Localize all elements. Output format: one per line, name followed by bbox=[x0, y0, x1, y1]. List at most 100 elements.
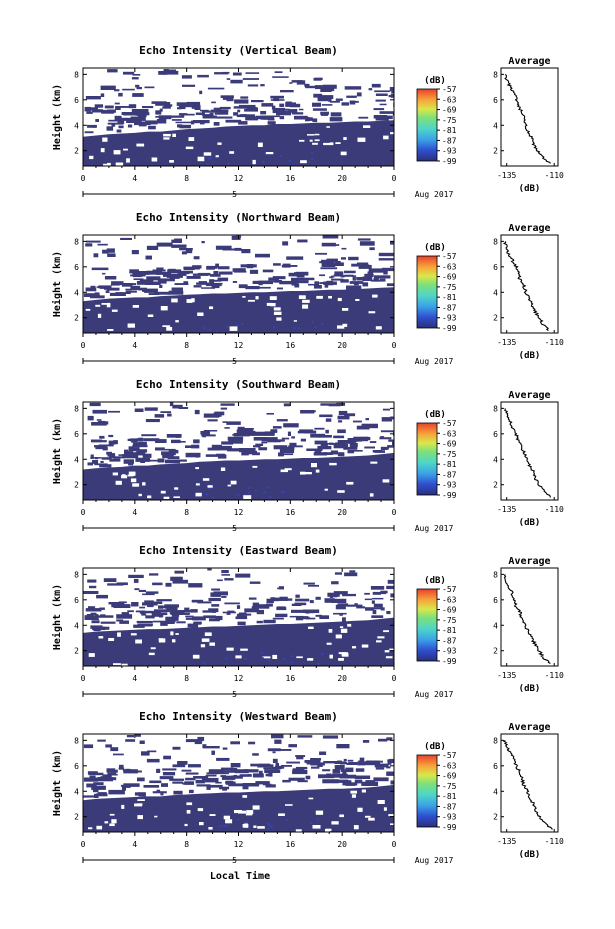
echo-patch bbox=[98, 636, 104, 639]
echo-patch bbox=[216, 453, 225, 456]
y-tick-label: 8 bbox=[74, 70, 79, 79]
echo-speckle bbox=[212, 496, 215, 499]
echo-patch bbox=[214, 772, 229, 775]
echo-patch bbox=[207, 419, 218, 422]
panel-1: Echo Intensity (Northward Beam) 8 6 4 2 Heigh… bbox=[51, 211, 564, 366]
echo-speckle bbox=[225, 657, 228, 660]
echo-patch bbox=[136, 143, 145, 147]
x-tick-label: 4 bbox=[132, 840, 137, 849]
echo-patch bbox=[224, 602, 240, 605]
echo-patch bbox=[337, 452, 345, 457]
echo-patch bbox=[239, 612, 247, 616]
average-y-tick-label: 2 bbox=[493, 813, 498, 822]
echo-speckle bbox=[310, 822, 313, 824]
echo-patch bbox=[197, 601, 212, 604]
colorbar bbox=[416, 422, 438, 496]
echo-patch bbox=[320, 267, 338, 270]
colorbar-tick-label: -93 bbox=[442, 647, 457, 656]
echo-patch bbox=[326, 773, 332, 777]
y-axis-label: Height (km) bbox=[51, 251, 63, 317]
echo-patch bbox=[219, 111, 229, 115]
echo-patch bbox=[89, 775, 96, 780]
echo-patch bbox=[158, 605, 163, 609]
echo-patch bbox=[154, 291, 170, 295]
echo-patch bbox=[317, 445, 332, 450]
date-day-label: 5 bbox=[232, 524, 237, 533]
echo-patch bbox=[324, 488, 328, 491]
echo-patch bbox=[135, 639, 142, 644]
echo-patch bbox=[200, 121, 205, 125]
echo-patch bbox=[234, 247, 242, 251]
echo-patch bbox=[390, 780, 394, 785]
echo-patch bbox=[372, 597, 384, 600]
echo-patch bbox=[371, 615, 384, 618]
echo-speckle bbox=[268, 659, 271, 662]
x-tick-label: 0 bbox=[81, 341, 86, 350]
date-day-label: 5 bbox=[232, 190, 237, 199]
echo-patch bbox=[84, 106, 91, 112]
echo-patch bbox=[158, 278, 175, 282]
echo-patch bbox=[320, 88, 332, 92]
echo-patch bbox=[319, 274, 325, 277]
echo-patch bbox=[348, 762, 357, 765]
echo-patch bbox=[138, 792, 146, 797]
echo-patch bbox=[282, 241, 289, 246]
echo-patch bbox=[207, 447, 221, 451]
echo-patch bbox=[282, 265, 298, 267]
echo-patch bbox=[132, 112, 150, 116]
echo-patch bbox=[175, 121, 192, 124]
echo-patch bbox=[209, 306, 214, 310]
echo-patch bbox=[335, 98, 343, 101]
echo-patch bbox=[252, 452, 260, 456]
echo-patch bbox=[331, 598, 347, 603]
echo-patch bbox=[274, 280, 282, 283]
echo-speckle bbox=[206, 163, 209, 165]
average-title: Average bbox=[508, 390, 550, 401]
echo-patch bbox=[270, 429, 278, 433]
echo-patch bbox=[335, 142, 341, 144]
echo-patch bbox=[154, 414, 165, 418]
echo-patch bbox=[96, 825, 103, 830]
echo-patch bbox=[210, 279, 222, 282]
average-title: Average bbox=[508, 223, 550, 234]
echo-patch bbox=[386, 737, 393, 741]
echo-patch bbox=[121, 804, 125, 809]
echo-patch bbox=[262, 783, 272, 786]
echo-patch bbox=[252, 159, 256, 165]
echo-patch bbox=[115, 480, 122, 485]
echo-patch bbox=[209, 642, 215, 646]
echo-patch bbox=[257, 763, 271, 768]
echo-patch bbox=[271, 105, 276, 110]
echo-patch bbox=[127, 438, 140, 441]
echo-patch bbox=[252, 753, 259, 756]
echo-patch bbox=[238, 121, 248, 125]
echo-patch bbox=[264, 431, 275, 436]
echo-patch bbox=[215, 155, 219, 158]
echo-patch bbox=[136, 620, 153, 624]
average-y-tick-label: 8 bbox=[493, 237, 498, 246]
echo-patch bbox=[121, 663, 128, 666]
x-tick-label: 8 bbox=[184, 840, 189, 849]
echo-patch bbox=[329, 654, 333, 659]
echo-patch bbox=[133, 624, 145, 628]
echo-patch bbox=[340, 628, 348, 633]
echo-patch bbox=[337, 415, 350, 420]
echo-patch bbox=[302, 299, 310, 303]
echo-patch bbox=[390, 241, 394, 245]
echo-patch bbox=[260, 84, 265, 87]
echo-speckle bbox=[237, 818, 240, 821]
echo-patch bbox=[246, 106, 257, 110]
echo-patch bbox=[389, 416, 394, 420]
colorbar-unit: (dB) bbox=[424, 742, 446, 752]
colorbar-tick-label: -57 bbox=[442, 751, 457, 760]
echo-patch bbox=[222, 97, 230, 100]
echo-patch bbox=[380, 430, 394, 433]
echo-patch bbox=[356, 262, 369, 265]
echo-patch bbox=[385, 447, 389, 450]
echo-patch bbox=[325, 828, 332, 832]
echo-patch bbox=[172, 764, 186, 768]
echo-patch bbox=[162, 768, 177, 771]
echo-speckle bbox=[311, 321, 314, 323]
colorbar-tick-label: -93 bbox=[442, 813, 457, 822]
echo-patch bbox=[253, 437, 268, 441]
